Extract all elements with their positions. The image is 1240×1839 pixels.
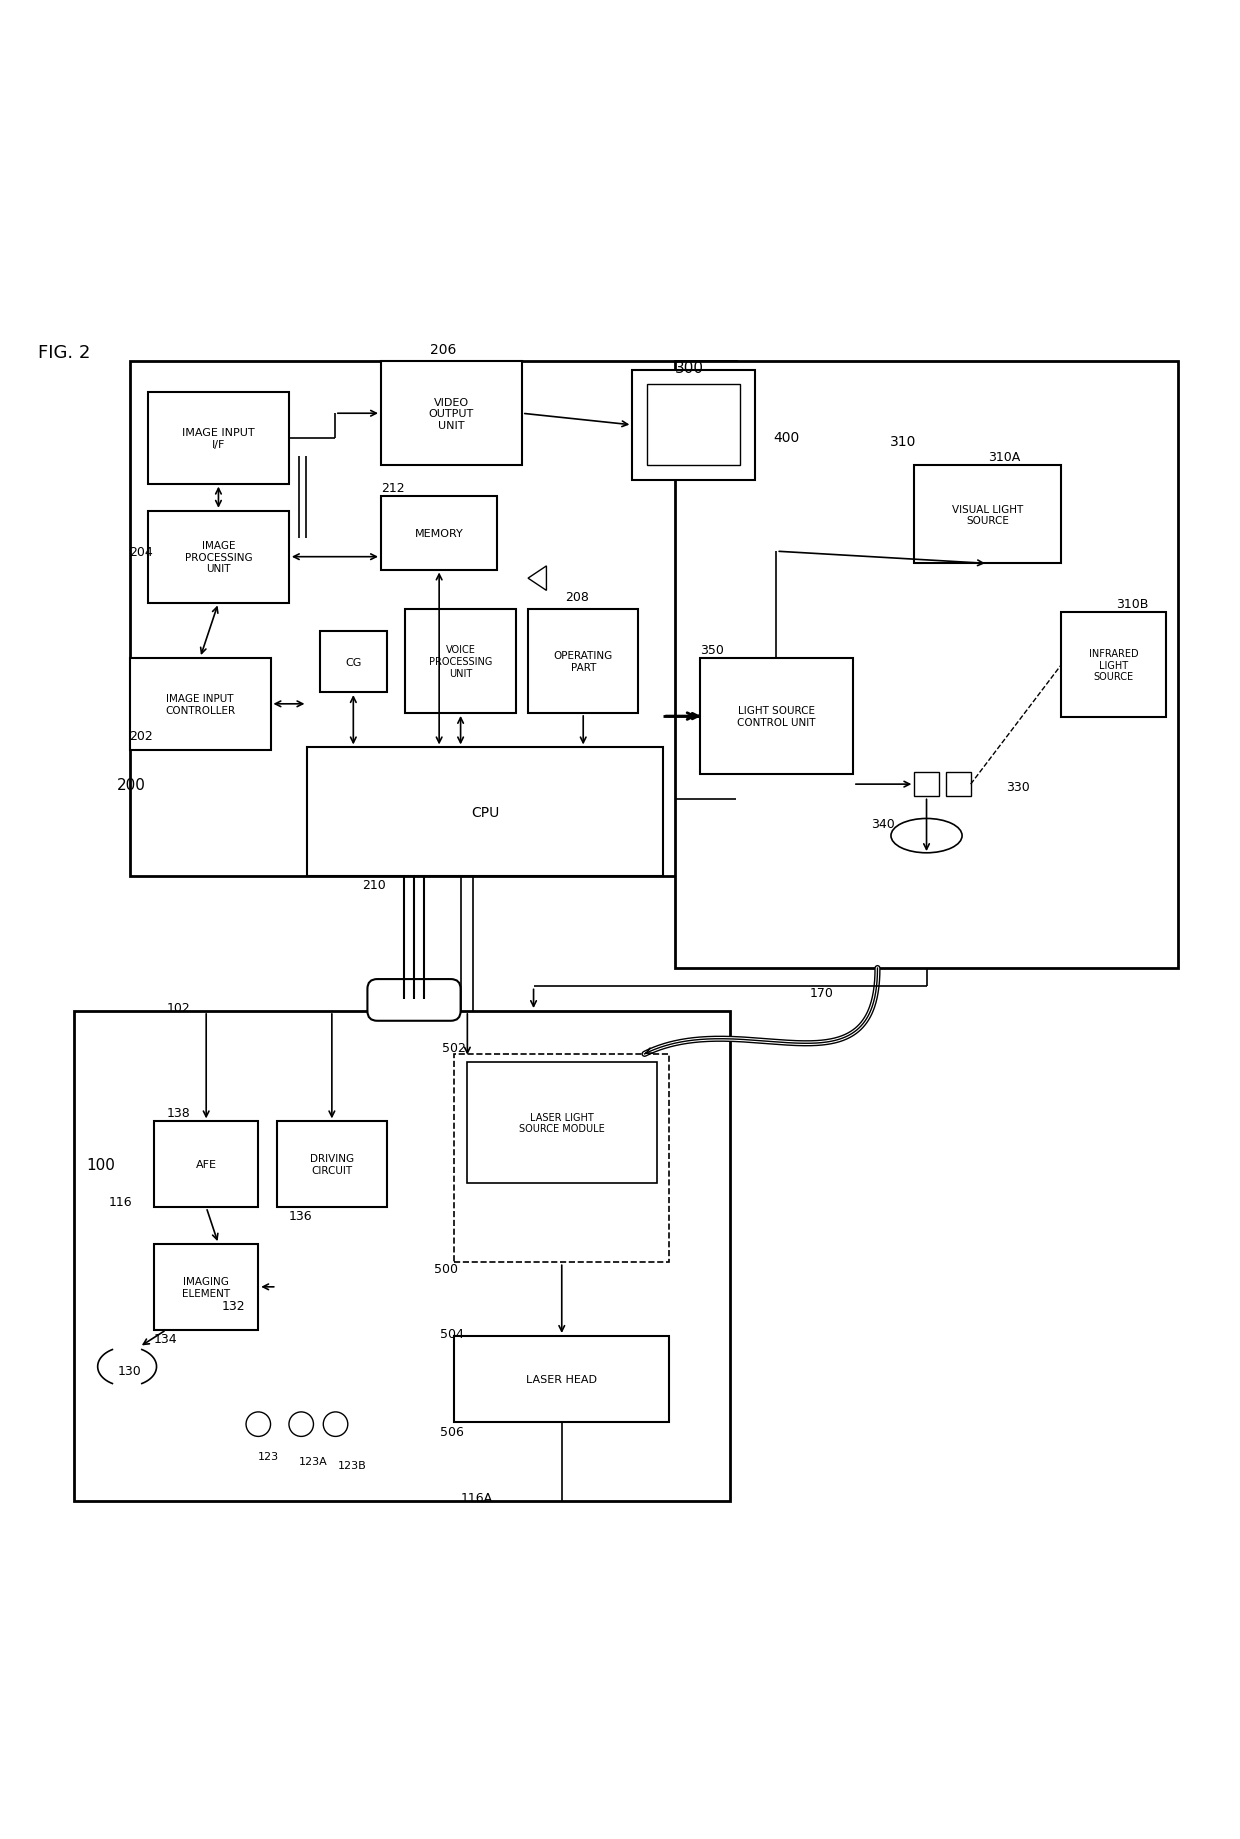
- Bar: [320, 631, 387, 693]
- Bar: [946, 772, 971, 796]
- Text: 202: 202: [129, 730, 154, 743]
- Bar: [647, 384, 740, 465]
- Text: 310: 310: [890, 434, 916, 449]
- Text: CPU: CPU: [471, 805, 500, 818]
- Bar: [308, 748, 663, 877]
- Text: 123B: 123B: [339, 1460, 367, 1469]
- Text: 400: 400: [774, 430, 800, 445]
- Text: 116A: 116A: [460, 1491, 492, 1504]
- Bar: [148, 511, 289, 603]
- Text: 310A: 310A: [988, 451, 1021, 463]
- Bar: [632, 370, 755, 480]
- Text: IMAGING
ELEMENT: IMAGING ELEMENT: [182, 1276, 231, 1298]
- Text: OPERATING
PART: OPERATING PART: [553, 651, 613, 673]
- Text: 170: 170: [810, 986, 835, 1000]
- Text: 130: 130: [118, 1365, 141, 1377]
- Text: 134: 134: [154, 1331, 177, 1344]
- Text: INFRARED
LIGHT
SOURCE: INFRARED LIGHT SOURCE: [1089, 649, 1138, 682]
- FancyBboxPatch shape: [367, 980, 460, 1021]
- Text: IMAGE INPUT
I/F: IMAGE INPUT I/F: [182, 428, 254, 449]
- Text: AFE: AFE: [196, 1160, 217, 1170]
- Bar: [154, 1122, 258, 1208]
- Text: 504: 504: [440, 1328, 464, 1341]
- Bar: [148, 392, 289, 484]
- Bar: [1061, 612, 1166, 717]
- Bar: [277, 1122, 387, 1208]
- Text: VIDEO
OUTPUT
UNIT: VIDEO OUTPUT UNIT: [429, 397, 474, 430]
- Text: 500: 500: [434, 1262, 458, 1274]
- Text: 123A: 123A: [299, 1456, 327, 1466]
- Bar: [675, 362, 1178, 969]
- Bar: [914, 465, 1061, 565]
- Bar: [466, 1063, 657, 1184]
- Text: 132: 132: [222, 1298, 246, 1311]
- Text: 506: 506: [440, 1425, 464, 1438]
- Bar: [154, 1245, 258, 1330]
- Text: LASER LIGHT
SOURCE MODULE: LASER LIGHT SOURCE MODULE: [518, 1113, 605, 1135]
- Text: LIGHT SOURCE
CONTROL UNIT: LIGHT SOURCE CONTROL UNIT: [737, 706, 816, 728]
- Bar: [381, 497, 497, 570]
- Bar: [405, 609, 516, 714]
- Text: 502: 502: [443, 1041, 466, 1056]
- Text: VOICE
PROCESSING
UNIT: VOICE PROCESSING UNIT: [429, 645, 492, 679]
- Bar: [129, 362, 737, 877]
- Text: 136: 136: [289, 1210, 312, 1223]
- Text: 210: 210: [362, 879, 387, 892]
- Text: 204: 204: [129, 546, 154, 559]
- Bar: [129, 658, 270, 750]
- Text: 116: 116: [109, 1195, 133, 1208]
- Text: 350: 350: [699, 644, 724, 657]
- Text: VISUAL LIGHT
SOURCE: VISUAL LIGHT SOURCE: [952, 504, 1023, 526]
- Bar: [528, 609, 639, 714]
- Bar: [381, 362, 522, 465]
- Bar: [455, 1337, 670, 1422]
- Text: 206: 206: [430, 342, 456, 357]
- Text: 102: 102: [166, 1000, 190, 1015]
- Text: IMAGE INPUT
CONTROLLER: IMAGE INPUT CONTROLLER: [165, 693, 236, 715]
- Text: 100: 100: [87, 1157, 115, 1171]
- Text: 208: 208: [565, 590, 589, 603]
- Bar: [699, 658, 853, 774]
- Ellipse shape: [892, 818, 962, 853]
- Bar: [914, 772, 939, 796]
- Text: CG: CG: [345, 657, 362, 668]
- Text: 123: 123: [258, 1451, 279, 1462]
- Bar: [74, 1011, 730, 1502]
- Text: IMAGE
PROCESSING
UNIT: IMAGE PROCESSING UNIT: [185, 541, 252, 574]
- Bar: [455, 1054, 670, 1263]
- Text: 300: 300: [675, 360, 704, 375]
- Text: 212: 212: [381, 482, 404, 495]
- Text: 340: 340: [872, 817, 895, 831]
- Text: MEMORY: MEMORY: [414, 528, 464, 539]
- Text: 200: 200: [118, 778, 146, 793]
- Text: 138: 138: [166, 1107, 190, 1120]
- Text: LASER HEAD: LASER HEAD: [526, 1374, 598, 1385]
- Text: FIG. 2: FIG. 2: [37, 344, 91, 362]
- Text: DRIVING
CIRCUIT: DRIVING CIRCUIT: [310, 1153, 353, 1175]
- Text: 310B: 310B: [1116, 598, 1149, 611]
- Text: 330: 330: [1006, 780, 1030, 794]
